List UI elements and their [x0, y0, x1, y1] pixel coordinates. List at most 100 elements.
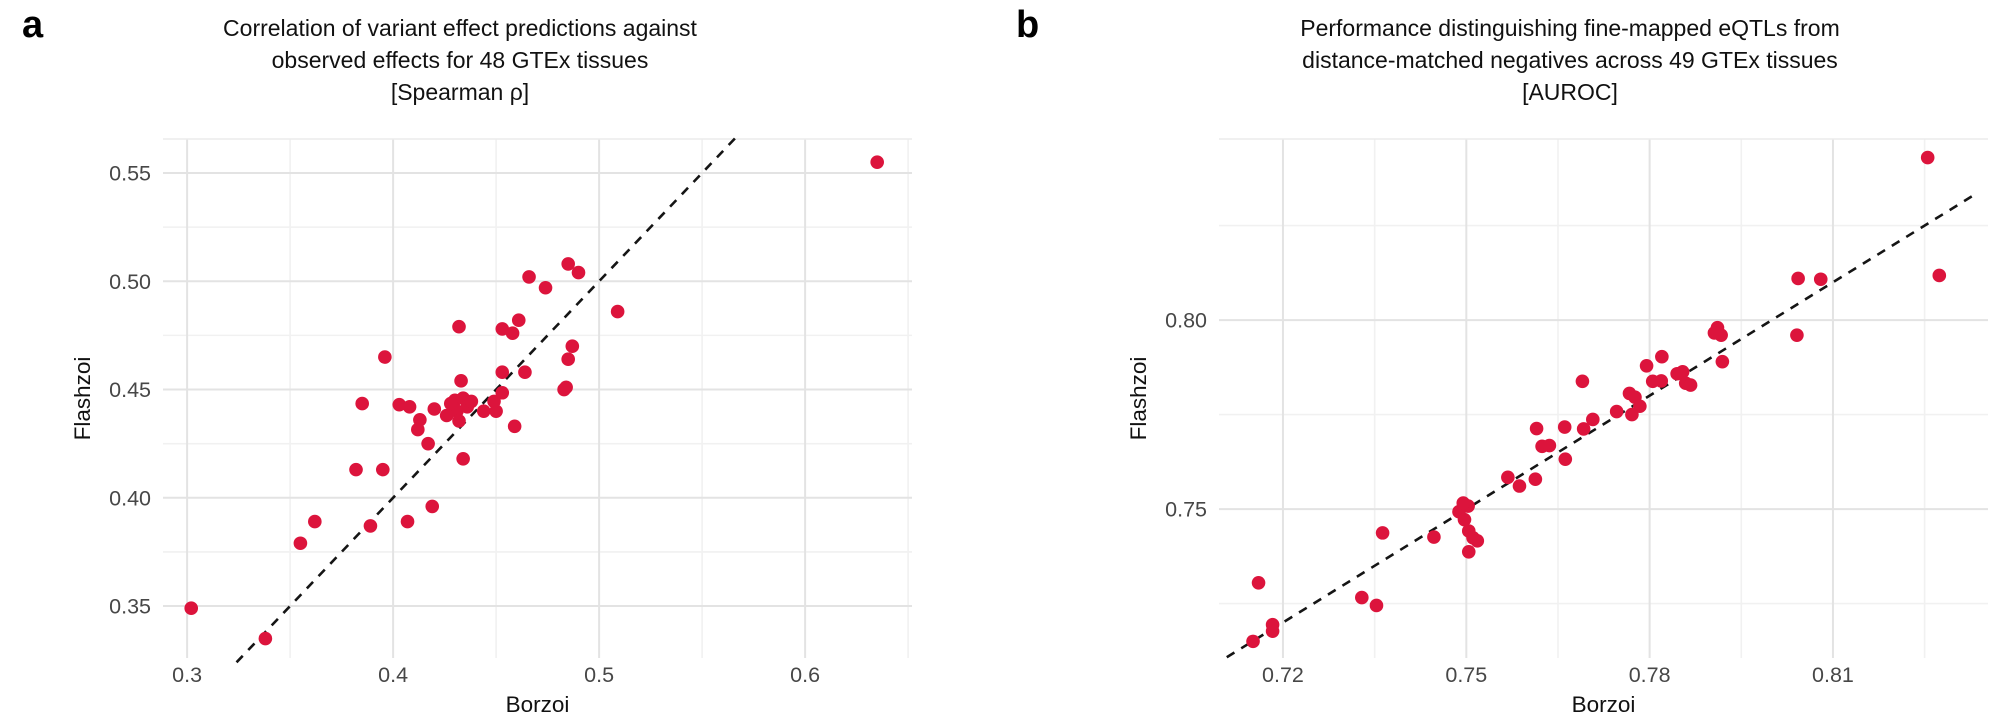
- data-point: [476, 404, 491, 418]
- data-point: [349, 462, 363, 477]
- data-point: [1655, 349, 1669, 364]
- x-tick-label: 0.78: [1629, 663, 1671, 687]
- data-point: [400, 514, 415, 529]
- data-point: [1639, 359, 1654, 373]
- data-point: [565, 339, 580, 354]
- data-point: [561, 257, 575, 271]
- y-axis-title: Flashzoi: [70, 357, 95, 441]
- x-tick-label: 0.75: [1445, 663, 1487, 687]
- data-point: [505, 326, 520, 341]
- data-point: [427, 402, 442, 416]
- data-point: [1369, 598, 1384, 613]
- data-point: [1501, 470, 1515, 485]
- data-point: [1791, 271, 1805, 286]
- data-point: [495, 365, 510, 379]
- x-tick-label: 0.4: [378, 663, 408, 687]
- data-point: [464, 394, 479, 409]
- data-point: [425, 499, 440, 514]
- data-point: [1512, 479, 1527, 493]
- data-point: [402, 400, 417, 414]
- data-point: [1558, 452, 1573, 466]
- data-point: [1456, 496, 1471, 510]
- x-tick-label: 0.6: [790, 663, 820, 687]
- y-tick-label: 0.45: [109, 378, 151, 402]
- title-line: [Spearman ρ]: [390, 79, 530, 105]
- data-point: [293, 536, 308, 551]
- data-point: [258, 631, 273, 646]
- data-point: [1790, 328, 1804, 342]
- data-point: [1251, 575, 1266, 590]
- data-point: [378, 350, 392, 364]
- data-point: [522, 270, 536, 284]
- data-point: [1715, 354, 1730, 369]
- data-point: [495, 385, 510, 400]
- data-point: [184, 601, 199, 616]
- data-point: [571, 265, 586, 280]
- data-point: [1670, 366, 1684, 381]
- data-point: [1586, 412, 1600, 427]
- data-point: [1457, 512, 1472, 527]
- data-point: [1375, 526, 1390, 540]
- title-line: Correlation of variant effect prediction…: [223, 15, 697, 41]
- data-point: [413, 413, 427, 427]
- data-point: [1575, 374, 1590, 389]
- title-line: [AUROC]: [1522, 79, 1618, 105]
- data-point: [1427, 530, 1441, 544]
- data-point: [557, 382, 571, 397]
- data-point: [1470, 534, 1485, 548]
- data-point: [1557, 420, 1572, 434]
- data-point: [1920, 150, 1935, 165]
- data-point: [495, 322, 510, 336]
- y-tick-label: 0.50: [109, 270, 151, 294]
- data-point: [1355, 590, 1369, 605]
- data-point: [443, 396, 458, 411]
- title-line: observed effects for 48 GTEx tissues: [271, 47, 649, 73]
- y-tick-label: 0.55: [109, 161, 151, 185]
- x-axis-title: Borzoi: [1572, 692, 1636, 717]
- data-point: [308, 514, 322, 529]
- data-point: [1932, 268, 1947, 283]
- y-tick-label: 0.80: [1165, 309, 1207, 333]
- data-point: [1542, 438, 1557, 453]
- data-point: [1246, 634, 1260, 649]
- panel-b-letter: b: [1016, 4, 1040, 46]
- panel-b-title: Performance distinguishing fine-mapped e…: [1170, 12, 1970, 108]
- data-point: [487, 394, 501, 409]
- data-point: [507, 419, 522, 434]
- title-line: Performance distinguishing fine-mapped e…: [1300, 15, 1840, 41]
- x-tick-label: 0.5: [584, 663, 614, 687]
- identity-dashed-line: [235, 135, 739, 664]
- data-point: [454, 374, 468, 388]
- data-point: [511, 313, 526, 328]
- data-point: [421, 436, 435, 451]
- data-point: [1625, 407, 1639, 422]
- x-tick-label: 0.72: [1262, 663, 1304, 687]
- data-point: [392, 397, 407, 412]
- data-point: [1576, 422, 1591, 436]
- data-point: [452, 319, 466, 334]
- x-tick-label: 0.81: [1812, 663, 1854, 687]
- x-tick-label: 0.3: [172, 663, 202, 687]
- y-tick-label: 0.75: [1165, 498, 1207, 522]
- data-point: [1654, 374, 1669, 388]
- data-point: [561, 352, 575, 367]
- data-point: [456, 452, 470, 466]
- data-point: [1813, 272, 1828, 287]
- data-point: [1265, 624, 1280, 638]
- identity-dashed-line: [1226, 193, 1977, 659]
- data-point: [538, 280, 553, 295]
- data-point: [375, 462, 390, 477]
- data-point: [870, 155, 884, 169]
- data-point: [1529, 421, 1544, 436]
- data-point: [355, 396, 369, 411]
- data-point: [1461, 544, 1476, 559]
- panel-a-letter: a: [22, 4, 44, 46]
- data-point: [1609, 404, 1624, 419]
- y-axis-title: Flashzoi: [1126, 357, 1151, 441]
- data-point: [518, 365, 532, 379]
- title-line: distance-matched negatives across 49 GTE…: [1302, 47, 1838, 73]
- y-tick-label: 0.40: [109, 486, 151, 510]
- data-point: [452, 414, 466, 428]
